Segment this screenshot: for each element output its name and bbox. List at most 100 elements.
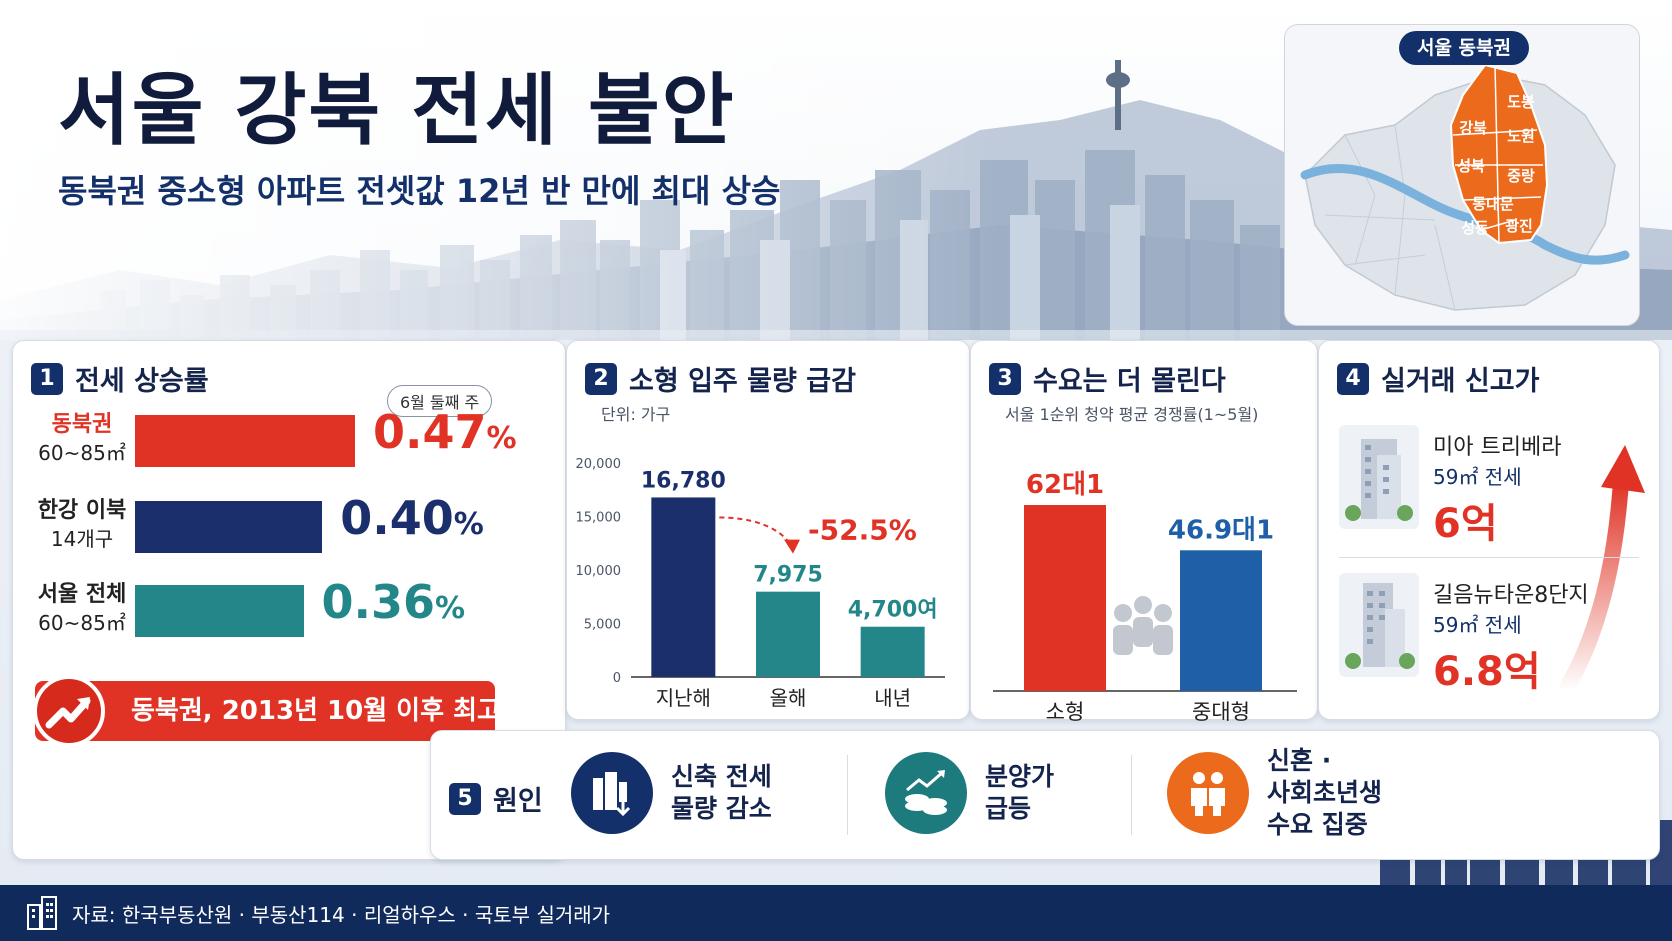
district-label: 동대문 bbox=[1472, 195, 1514, 213]
bar bbox=[1180, 550, 1262, 691]
cause-line: 분양가 bbox=[985, 762, 1055, 791]
data-label: 7,975 bbox=[753, 563, 823, 588]
cause-line: 신혼 · bbox=[1267, 746, 1332, 775]
data-label: 16,780 bbox=[641, 468, 726, 493]
divider bbox=[1339, 557, 1639, 558]
row-label: 동북권 60~85㎡ bbox=[27, 411, 137, 467]
district-label: 성북 bbox=[1457, 157, 1485, 175]
cause-line: 신축 전세 bbox=[671, 762, 772, 791]
panel-title: 1 전세 상승률 bbox=[31, 359, 209, 398]
bar bbox=[1024, 505, 1106, 691]
panel-supply: 2 소형 입주 물량 급감 단위: 가구 0 5,000 10,000 15,000 2… bbox=[566, 340, 970, 720]
bar bbox=[135, 415, 355, 467]
bar bbox=[135, 501, 323, 553]
trend-up-icon bbox=[33, 675, 105, 747]
row-name: 동북권 bbox=[51, 412, 113, 437]
panel-title-text: 소형 입주 물량 급감 bbox=[629, 366, 856, 397]
bar bbox=[756, 591, 820, 677]
person-body bbox=[1133, 617, 1153, 647]
cause-line: 물량 감소 bbox=[671, 794, 772, 823]
seoul-map-graphic bbox=[1300, 63, 1630, 311]
change-label: -52.5% bbox=[808, 513, 917, 546]
district-label: 중랑 bbox=[1507, 167, 1535, 185]
cause-line: 수요 집중 bbox=[1267, 810, 1368, 839]
cause-line: 사회초년생 bbox=[1267, 778, 1383, 807]
panel-title-text: 수요는 더 몰린다 bbox=[1033, 366, 1226, 397]
building-icon bbox=[27, 896, 57, 930]
y-tick-label: 15,000 bbox=[576, 511, 622, 526]
district-label: 성동 bbox=[1461, 219, 1489, 237]
building-down-icon bbox=[571, 752, 653, 834]
y-tick-label: 10,000 bbox=[576, 564, 622, 579]
map-title: 서울 동북권 bbox=[1399, 31, 1529, 65]
trend-arrow bbox=[719, 516, 793, 549]
row-name: 서울 전체 bbox=[37, 582, 127, 607]
bar bbox=[135, 585, 304, 637]
apartment-icon bbox=[1339, 425, 1419, 529]
row-sub: 60~85㎡ bbox=[38, 611, 126, 635]
panel-title: 4 실거래 신고가 bbox=[1337, 359, 1539, 398]
listing-name: 길음뉴타운8단지 bbox=[1433, 583, 1589, 608]
panel-title-text: 실거래 신고가 bbox=[1381, 366, 1540, 397]
data-label: 62대1 bbox=[1026, 470, 1104, 500]
district-label: 광진 bbox=[1505, 217, 1533, 235]
listing-card: 길음뉴타운8단지 59㎡ 전세 6.8억 bbox=[1339, 573, 1617, 695]
record-high-banner: 동북권, 2013년 10월 이후 최고 bbox=[33, 675, 501, 747]
footer: 자료: 한국부동산원 · 부동산114 · 리얼하우스 · 국토부 실거래가 bbox=[0, 885, 1672, 941]
panel-demand: 3 수요는 더 몰린다 서울 1순위 청약 평균 경쟁률(1~5월) 62대1 소… bbox=[970, 340, 1318, 721]
person-body bbox=[1113, 625, 1133, 655]
row-label: 한강 이북 14개구 bbox=[27, 497, 137, 553]
x-tick-label: 지난해 bbox=[656, 686, 711, 710]
person-head bbox=[1114, 604, 1132, 622]
panel-number: 1 bbox=[31, 362, 63, 395]
value-label: 0.36% bbox=[321, 575, 466, 629]
row-sub: 60~85㎡ bbox=[38, 441, 126, 465]
person-head bbox=[1134, 596, 1152, 614]
data-label: 46.9대1 bbox=[1168, 515, 1274, 545]
panel-record-prices: 4 실거래 신고가 미아 트리베라 59㎡ 전세 6억 길음뉴타운8단지 59㎡… bbox=[1318, 340, 1660, 720]
rising-arrow-icon bbox=[1558, 445, 1645, 696]
apartment-icon bbox=[1339, 573, 1419, 677]
x-tick-label: 중대형 bbox=[1192, 700, 1250, 721]
row-name: 한강 이북 bbox=[37, 498, 127, 523]
panel-title-text: 전세 상승률 bbox=[75, 366, 209, 397]
listing-size: 59㎡ 전세 bbox=[1433, 465, 1522, 489]
cause-item: 분양가 급등 bbox=[885, 731, 1054, 855]
panel-title-text: 원인 bbox=[493, 786, 543, 817]
x-tick-label: 내년 bbox=[874, 686, 911, 710]
value-label: 0.47% bbox=[373, 405, 517, 459]
x-tick-label: 소형 bbox=[1046, 700, 1085, 721]
district-label: 노원 bbox=[1507, 127, 1535, 145]
panel-number: 4 bbox=[1337, 362, 1369, 395]
bar bbox=[860, 626, 925, 677]
district-label: 강북 bbox=[1459, 119, 1487, 137]
source-text: 자료: 한국부동산원 · 부동산114 · 리얼하우스 · 국토부 실거래가 bbox=[72, 903, 611, 927]
y-tick-label: 5,000 bbox=[584, 618, 621, 633]
row-sub: 14개구 bbox=[50, 527, 114, 551]
value-unit: % bbox=[453, 507, 484, 542]
chart-subtitle: 서울 1순위 청약 평균 경쟁률(1~5월) bbox=[1005, 405, 1259, 424]
district-label: 도봉 bbox=[1507, 93, 1535, 111]
value-label: 0.40% bbox=[340, 491, 484, 545]
y-tick-label: 0 bbox=[613, 671, 621, 686]
panel-number: 3 bbox=[989, 362, 1021, 395]
person-head bbox=[1154, 604, 1172, 622]
divider bbox=[1131, 755, 1132, 835]
page-subtitle: 동북권 중소형 아파트 전셋값 12년 반 만에 최대 상승 bbox=[58, 172, 781, 210]
page-title: 서울 강북 전세 불안 bbox=[58, 66, 736, 156]
panel-number: 5 bbox=[449, 782, 481, 815]
bar bbox=[651, 497, 716, 677]
banner-text: 동북권, 2013년 10월 이후 최고 bbox=[131, 696, 501, 726]
supply-bar-chart: 0 5,000 10,000 15,000 20,000 16,780 지난해 7,975 올해… bbox=[576, 457, 945, 710]
trend-arrowhead bbox=[784, 539, 800, 554]
value-unit: % bbox=[435, 591, 466, 626]
person-body bbox=[1153, 625, 1173, 655]
coins-up-icon bbox=[885, 752, 967, 834]
panel-title: 3 수요는 더 몰린다 bbox=[989, 359, 1226, 398]
couple-icon bbox=[1167, 752, 1249, 834]
unit-label: 단위: 가구 bbox=[601, 405, 671, 424]
listing-price: 6억 bbox=[1433, 501, 1498, 547]
